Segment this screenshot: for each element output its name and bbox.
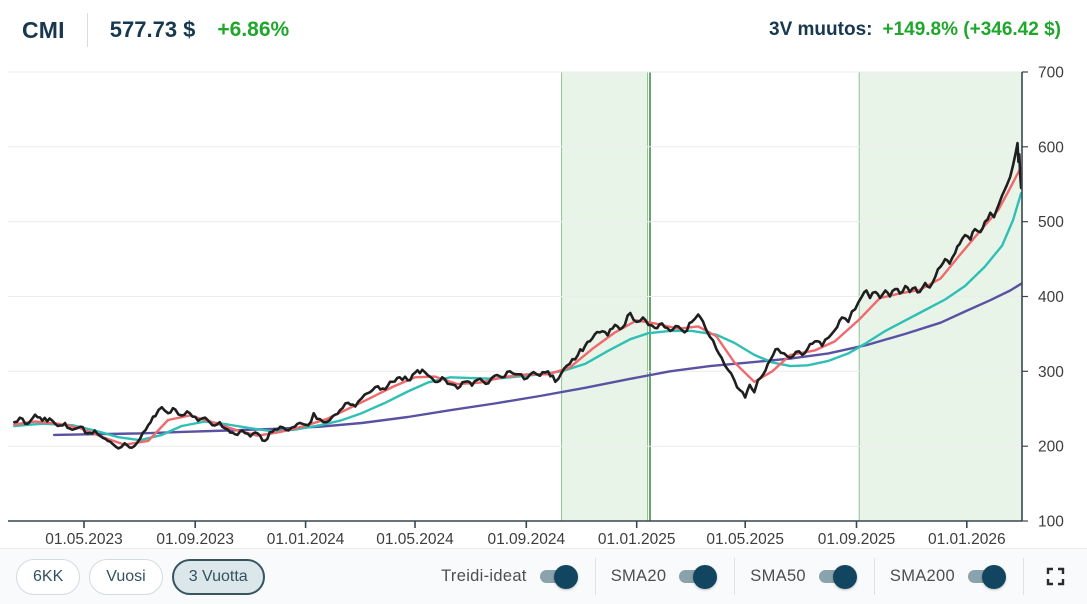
toggle-label-treidi-ideat: Treidi-ideat	[441, 567, 527, 585]
price-line	[13, 141, 1023, 450]
toggle-group-sma50: SMA50	[750, 564, 859, 589]
x-tick-label: 01.05.2025	[706, 531, 784, 548]
quote-header: CMI 577.73 $ +6.86% 3V muutos: +149.8% (…	[0, 0, 1087, 60]
y-tick-label: 600	[1038, 139, 1064, 156]
daily-change: +6.86%	[217, 18, 290, 41]
fullscreen-icon	[1046, 567, 1065, 586]
toolbar-separator	[594, 558, 596, 595]
y-tick-label: 100	[1038, 514, 1064, 531]
ticker-symbol: CMI	[22, 16, 65, 43]
chart-toolbar: 6KK Vuosi 3 Vuotta Treidi-ideat SMA20 SMA50 S…	[0, 548, 1087, 604]
toggle-label-sma50: SMA50	[750, 567, 806, 585]
toggle-group-sma200: SMA200	[889, 564, 1008, 589]
toggle-group: Treidi-ideat SMA20 SMA50 SMA200	[441, 558, 1024, 595]
x-tick-label: 01.05.2023	[45, 531, 123, 548]
toggle-switch-sma200[interactable]	[968, 564, 1006, 589]
x-tick-label: 01.09.2025	[818, 531, 896, 548]
toggle-switch-sma20[interactable]	[679, 564, 718, 589]
range-button-vuosi[interactable]: Vuosi	[89, 558, 163, 595]
x-tick-label: 01.01.2024	[267, 531, 345, 548]
toggle-switch-treidi-ideat[interactable]	[539, 564, 578, 589]
period-change-label: 3V muutos:	[769, 19, 873, 40]
x-tick-label: 01.09.2023	[156, 531, 234, 548]
toggle-switch-sma50[interactable]	[818, 564, 857, 589]
fullscreen-button[interactable]	[1044, 565, 1067, 588]
toggle-group-treidi-ideat: Treidi-ideat	[441, 564, 580, 589]
x-tick-label: 01.09.2024	[488, 531, 566, 548]
toolbar-separator	[873, 558, 875, 595]
toggle-group-sma20: SMA20	[610, 564, 720, 589]
y-tick-label: 300	[1038, 364, 1064, 381]
header-divider	[86, 13, 88, 47]
y-tick-label: 400	[1038, 289, 1064, 306]
range-button-6kk[interactable]: 6KK	[16, 558, 81, 595]
range-button-group: 6KK Vuosi 3 Vuotta	[16, 558, 265, 595]
y-tick-label: 700	[1038, 65, 1064, 82]
y-tick-label: 500	[1038, 214, 1064, 231]
x-tick-label: 01.05.2024	[376, 531, 454, 548]
chart-canvas[interactable]: 01.05.2023 01.09.2023 01.01.2024 01.05.2024…	[0, 60, 1087, 548]
toolbar-separator	[734, 558, 736, 595]
toolbar-separator	[1023, 558, 1024, 595]
y-tick-label: 200	[1038, 439, 1064, 456]
x-tick-label: 01.01.2025	[598, 531, 676, 548]
x-tick-label: 01.01.2026	[928, 531, 1006, 548]
period-change-value: +149.8% (+346.42 $)	[882, 19, 1061, 40]
toggle-label-sma20: SMA20	[610, 567, 667, 585]
price-chart[interactable]: 01.05.2023 01.09.2023 01.01.2024 01.05.2024…	[0, 60, 1087, 548]
current-price: 577.73 $	[109, 17, 196, 42]
range-button-3-vuotta[interactable]: 3 Vuotta	[171, 558, 265, 595]
toggle-label-sma200: SMA200	[889, 567, 955, 585]
